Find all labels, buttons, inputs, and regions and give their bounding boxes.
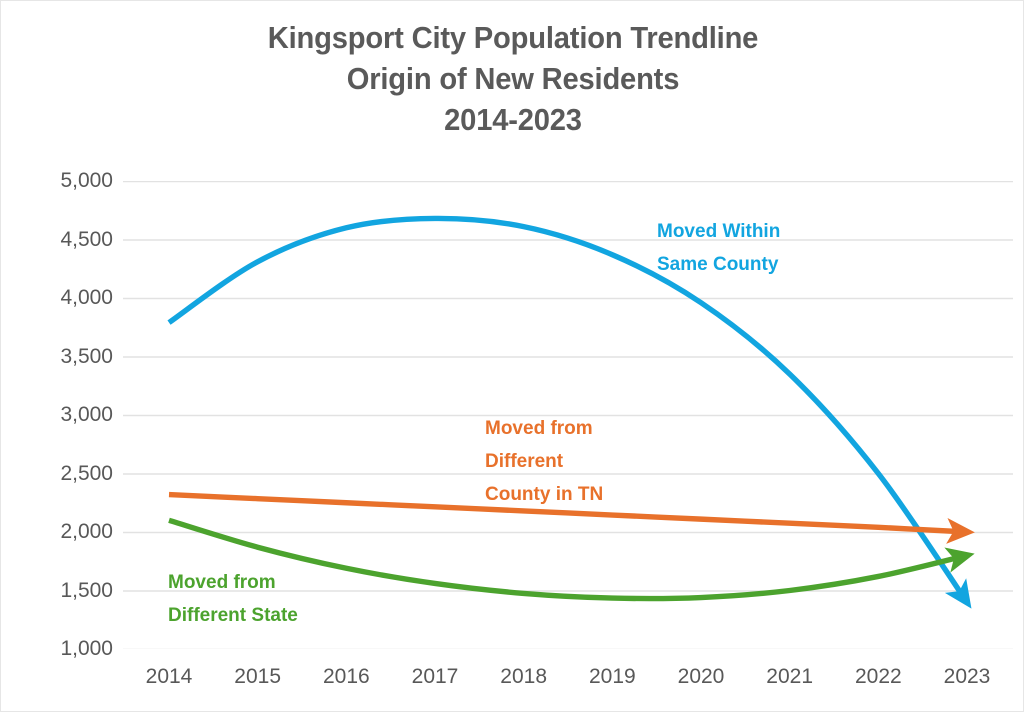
y-axis-tick-label: 3,500 [60, 344, 113, 368]
series-line [167, 215, 972, 609]
chart-title-line-1: Kingsport City Population Trendline [267, 20, 759, 55]
x-axis-tick-label: 2020 [677, 665, 725, 688]
series-line [168, 517, 975, 602]
y-axis-tick-label: 4,000 [60, 286, 113, 309]
x-axis-tick-label: 2022 [854, 665, 902, 688]
chart-title-line-2: Origin of New Residents [346, 61, 680, 96]
series-label-moved-from-different-county-in-tn: Moved from Different County in TN [485, 412, 603, 511]
x-axis: 2014 2015 2016 2017 2018 2019 2020 2021 2022 2023 [123, 665, 1013, 699]
y-axis-tick-label: 5,000 [60, 169, 113, 192]
series-label-moved-within-same-county: Moved Within Same County [657, 215, 780, 281]
series-label-line: Moved from [168, 572, 276, 593]
series-label-line: Moved from [485, 418, 593, 439]
series-label-moved-from-different-state: Moved from Different State [168, 566, 298, 632]
x-axis-tick-label: 2015 [234, 665, 282, 688]
x-axis-tick-label: 2021 [766, 665, 814, 688]
chart-title: Kingsport City Population Trendline Orig… [32, 17, 995, 140]
x-axis-tick-label: 2018 [500, 665, 548, 688]
x-axis-tick-label: 2017 [411, 665, 459, 688]
series-label-line: County in TN [485, 484, 604, 505]
x-axis-tick-label: 2014 [145, 665, 193, 688]
series-line [168, 491, 975, 544]
series-label-line: Same County [657, 254, 779, 275]
y-axis-tick-label: 1,000 [60, 637, 113, 660]
chart-title-line-3: 2014-2023 [444, 102, 582, 137]
plot-area [123, 181, 1013, 649]
y-axis-tick-label: 2,000 [60, 520, 113, 543]
y-axis-tick-label: 2,500 [60, 461, 113, 485]
y-axis-tick-label: 1,500 [60, 578, 113, 602]
y-axis-tick-label: 3,000 [60, 403, 113, 426]
x-axis-tick-label: 2019 [588, 665, 636, 688]
series-label-line: Different State [168, 605, 298, 626]
series-lines [167, 215, 975, 609]
series-label-line: Different [485, 451, 564, 472]
y-axis: 5,000 4,500 4,000 3,500 3,000 2,500 2,000 1,500… [1, 1, 113, 713]
x-axis-tick-label: 2023 [943, 665, 991, 688]
y-axis-tick-label: 4,500 [60, 227, 113, 251]
gridlines [123, 181, 1013, 649]
series-label-line: Moved Within [657, 221, 781, 242]
x-axis-tick-label: 2016 [322, 665, 370, 688]
